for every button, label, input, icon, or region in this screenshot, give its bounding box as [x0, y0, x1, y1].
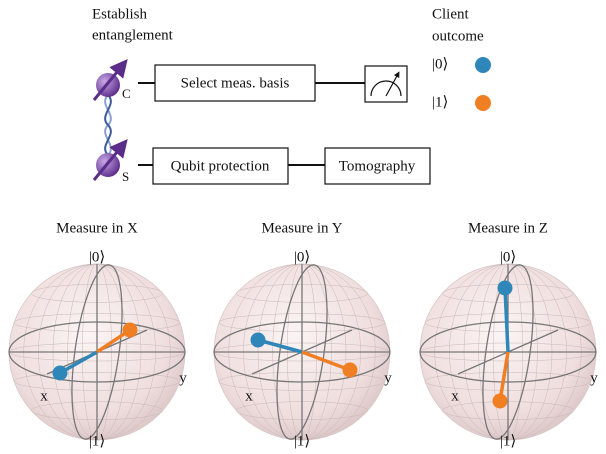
- qubit-label: C: [122, 86, 131, 101]
- bloch-sphere: Measure in Y |0⟩ |1⟩ x y: [214, 220, 392, 449]
- pole-label: |1⟩: [89, 433, 105, 449]
- meter: [365, 66, 407, 102]
- legend-title: outcome: [432, 28, 484, 44]
- legend-label: |0⟩: [432, 56, 448, 72]
- panel-title: entanglement: [92, 27, 174, 43]
- qubit-label: S: [122, 169, 129, 184]
- sphere-title: Measure in Y: [261, 220, 342, 236]
- sphere-title: Measure in Z: [468, 220, 548, 236]
- bloch-sphere: Measure in X |0⟩ |1⟩ x y: [9, 220, 187, 449]
- axis-label: y: [179, 370, 187, 386]
- box-label: Select meas. basis: [181, 75, 290, 91]
- state-point: [123, 323, 138, 338]
- state-point: [53, 366, 68, 381]
- qubit-s: [94, 146, 122, 180]
- legend-title: Client: [432, 6, 469, 22]
- state-point: [343, 363, 358, 378]
- axis-label: y: [590, 370, 598, 386]
- axis-label: x: [245, 388, 253, 404]
- axis-label: x: [451, 388, 459, 404]
- axis-label: y: [384, 370, 392, 386]
- legend-dot: [475, 57, 491, 73]
- qubit-c: [94, 66, 122, 100]
- pole-label: |0⟩: [500, 249, 516, 265]
- axis-label: x: [40, 388, 48, 404]
- panel-title: Establish: [92, 6, 147, 22]
- state-point: [498, 281, 513, 296]
- entanglement-link: [105, 95, 111, 155]
- legend-label: |1⟩: [432, 94, 448, 110]
- sphere-title: Measure in X: [56, 220, 138, 236]
- pole-label: |0⟩: [89, 249, 105, 265]
- pole-label: |0⟩: [294, 249, 310, 265]
- figure: Establish entanglement C S Select meas. …: [0, 0, 606, 454]
- state-point: [251, 333, 266, 348]
- bloch-sphere: Measure in Z |0⟩ |1⟩ x y: [420, 220, 598, 449]
- legend-dot: [475, 95, 491, 111]
- box-label: Qubit protection: [171, 158, 270, 174]
- pole-label: |1⟩: [500, 433, 516, 449]
- box-label: Tomography: [339, 158, 416, 174]
- state-point: [493, 394, 508, 409]
- pole-label: |1⟩: [294, 433, 310, 449]
